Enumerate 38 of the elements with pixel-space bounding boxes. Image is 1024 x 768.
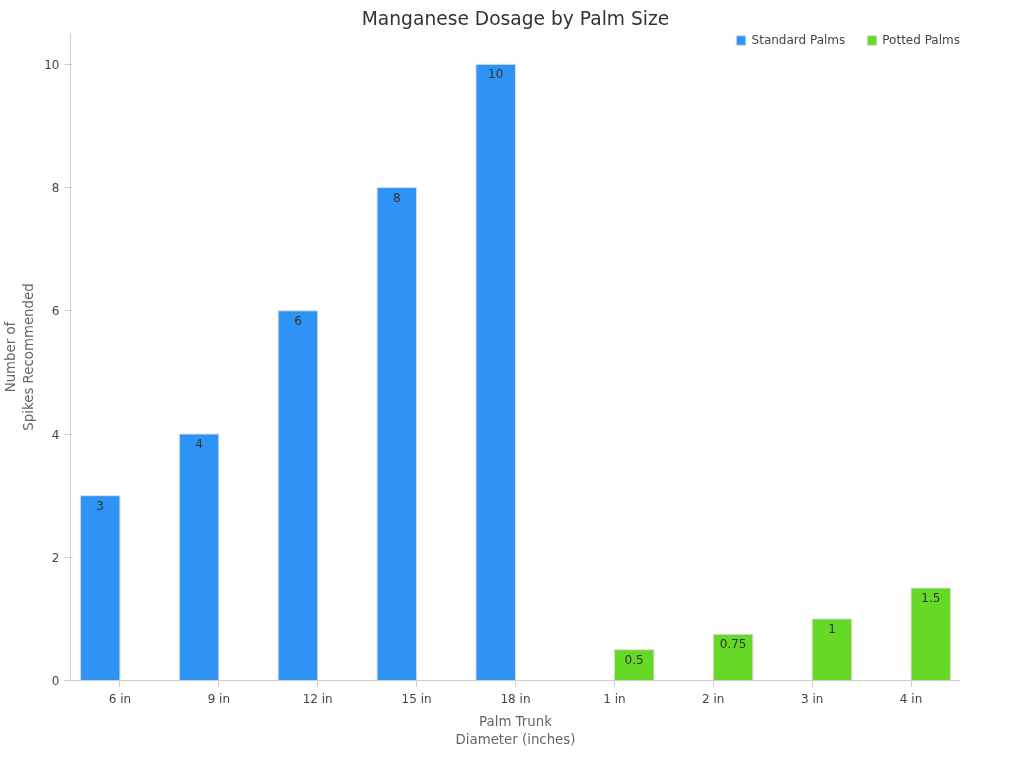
data-label: 3	[96, 498, 104, 513]
bar	[613, 649, 655, 681]
x-axis-title: Palm Trunk Diameter (inches)	[455, 713, 576, 747]
bar	[712, 633, 754, 681]
x-tick-label: 18 in	[500, 691, 531, 706]
bar	[79, 495, 121, 681]
y-tick-label: 8	[51, 181, 60, 196]
x-tick-label: 15 in	[401, 691, 432, 706]
data-label: 0.75	[719, 637, 747, 652]
bar	[811, 618, 853, 681]
y-tick-label: 4	[51, 427, 60, 442]
x-tick-label: 4 in	[899, 691, 923, 706]
x-tick-label: 9 in	[207, 691, 231, 706]
x-tick-label: 6 in	[108, 691, 132, 706]
bar	[910, 587, 952, 681]
bar	[178, 433, 220, 681]
y-tick-label: 6	[51, 304, 60, 319]
x-tick-label: 3 in	[800, 691, 824, 706]
data-label: 8	[393, 190, 401, 205]
bar	[376, 187, 418, 681]
data-label: 4	[195, 437, 203, 452]
y-tick-label: 0	[51, 674, 60, 688]
y-tick-label: 10	[44, 57, 60, 72]
x-tick-label: 2 in	[702, 691, 725, 706]
y-tick-label: 2	[51, 550, 60, 565]
y-axis-title: Number of Spikes Recommended	[3, 283, 37, 431]
data-label: 1.5	[921, 591, 941, 606]
data-label: 1	[828, 621, 836, 636]
data-label: 0.5	[624, 652, 644, 667]
chart-title: Manganese Dosage by Palm Size	[361, 7, 670, 29]
legend-label: Potted Palms	[882, 33, 960, 47]
legend-label: Standard Palms	[751, 33, 846, 47]
data-label: 10	[488, 67, 504, 82]
bar	[475, 63, 516, 681]
bar	[277, 310, 319, 681]
x-tick-label: 1 in	[603, 691, 626, 706]
data-label: 6	[294, 313, 302, 328]
x-tick-label: 12 in	[302, 691, 333, 706]
